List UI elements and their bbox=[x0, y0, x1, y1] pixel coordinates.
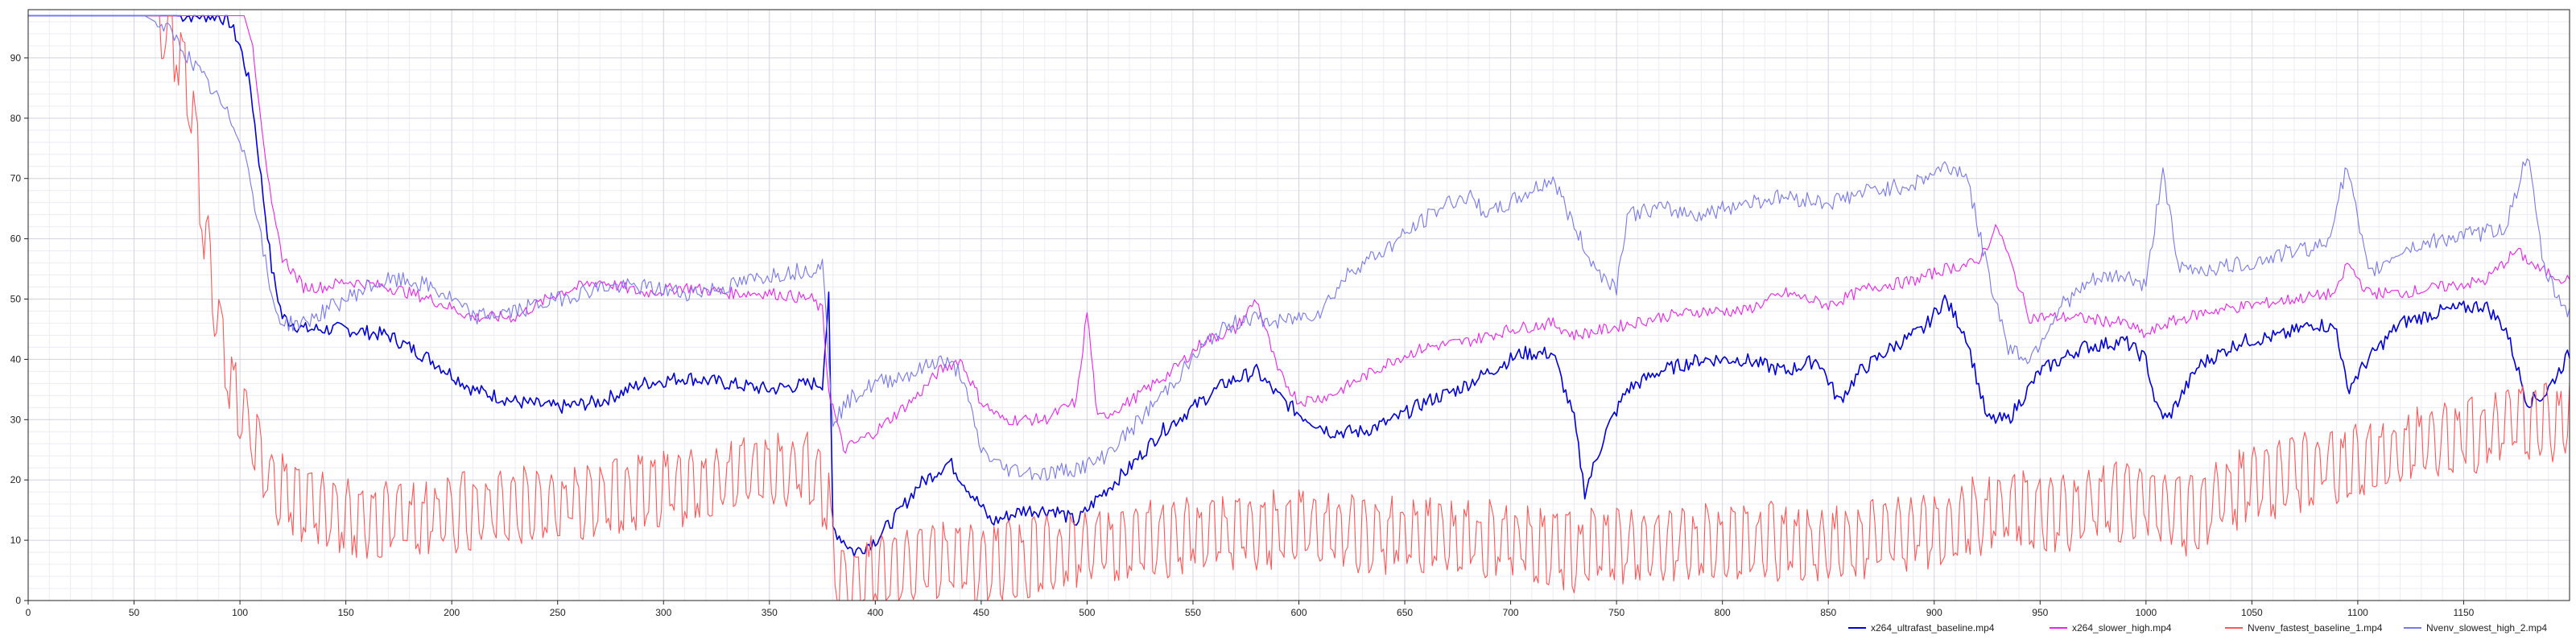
x-tick-label: 500 bbox=[1079, 607, 1095, 618]
y-tick-label: 30 bbox=[10, 414, 22, 425]
y-tick-label: 0 bbox=[15, 595, 21, 606]
y-tick-label: 40 bbox=[10, 353, 22, 365]
x-tick-label: 1050 bbox=[2241, 607, 2263, 618]
y-tick-label: 60 bbox=[10, 233, 22, 245]
x-tick-label: 200 bbox=[444, 607, 460, 618]
x-tick-label: 400 bbox=[867, 607, 883, 618]
x-tick-label: 750 bbox=[1608, 607, 1624, 618]
y-tick-label: 70 bbox=[10, 173, 22, 184]
legend-label-2: x264_slower_high.mp4 bbox=[2072, 622, 2172, 634]
x-tick-label: 850 bbox=[1820, 607, 1836, 618]
x-tick-label: 100 bbox=[232, 607, 248, 618]
legend-label-3: Nvenv_fastest_baseline_1.mp4 bbox=[2248, 622, 2383, 634]
x-tick-label: 0 bbox=[26, 607, 31, 618]
y-tick-label: 80 bbox=[10, 113, 22, 124]
x-tick-label: 800 bbox=[1715, 607, 1731, 618]
x-tick-label: 700 bbox=[1503, 607, 1519, 618]
x-tick-label: 150 bbox=[338, 607, 354, 618]
x-axis-ticks: 0 50 100 150 200 250 300 350 400 450 500 550 600 650 7… bbox=[26, 601, 2475, 618]
y-tick-label: 10 bbox=[10, 535, 22, 546]
x-tick-label: 250 bbox=[550, 607, 566, 618]
legend: x264_ultrafast_baseline.mp4 x264_slower_h… bbox=[1848, 622, 2547, 634]
y-axis-ticks: 0 10 20 30 40 50 60 70 80 90 bbox=[10, 52, 28, 606]
y-tick-label: 50 bbox=[10, 294, 22, 305]
y-tick-label: 20 bbox=[10, 474, 22, 485]
series-line-3 bbox=[28, 14, 2570, 601]
series-lines bbox=[28, 14, 2570, 601]
x-tick-label: 550 bbox=[1185, 607, 1201, 618]
x-tick-label: 650 bbox=[1397, 607, 1413, 618]
x-tick-label: 1100 bbox=[2347, 607, 2368, 618]
series-line-2 bbox=[28, 14, 2570, 454]
x-tick-label: 1150 bbox=[2454, 607, 2475, 618]
x-tick-label: 50 bbox=[129, 607, 140, 618]
series-line-1 bbox=[28, 14, 2570, 557]
x-tick-label: 1000 bbox=[2135, 607, 2157, 618]
legend-label-4: Nvenv_slowest_high_2.mp4 bbox=[2426, 622, 2547, 634]
x-tick-label: 450 bbox=[973, 607, 989, 618]
y-tick-label: 90 bbox=[10, 52, 22, 64]
x-tick-label: 600 bbox=[1290, 607, 1307, 618]
x-tick-label: 300 bbox=[655, 607, 671, 618]
x-tick-label: 950 bbox=[2032, 607, 2048, 618]
x-tick-label: 350 bbox=[762, 607, 778, 618]
legend-label-1: x264_ultrafast_baseline.mp4 bbox=[1871, 622, 1995, 634]
x-tick-label: 900 bbox=[1926, 607, 1942, 618]
series-line-4 bbox=[28, 14, 2570, 481]
